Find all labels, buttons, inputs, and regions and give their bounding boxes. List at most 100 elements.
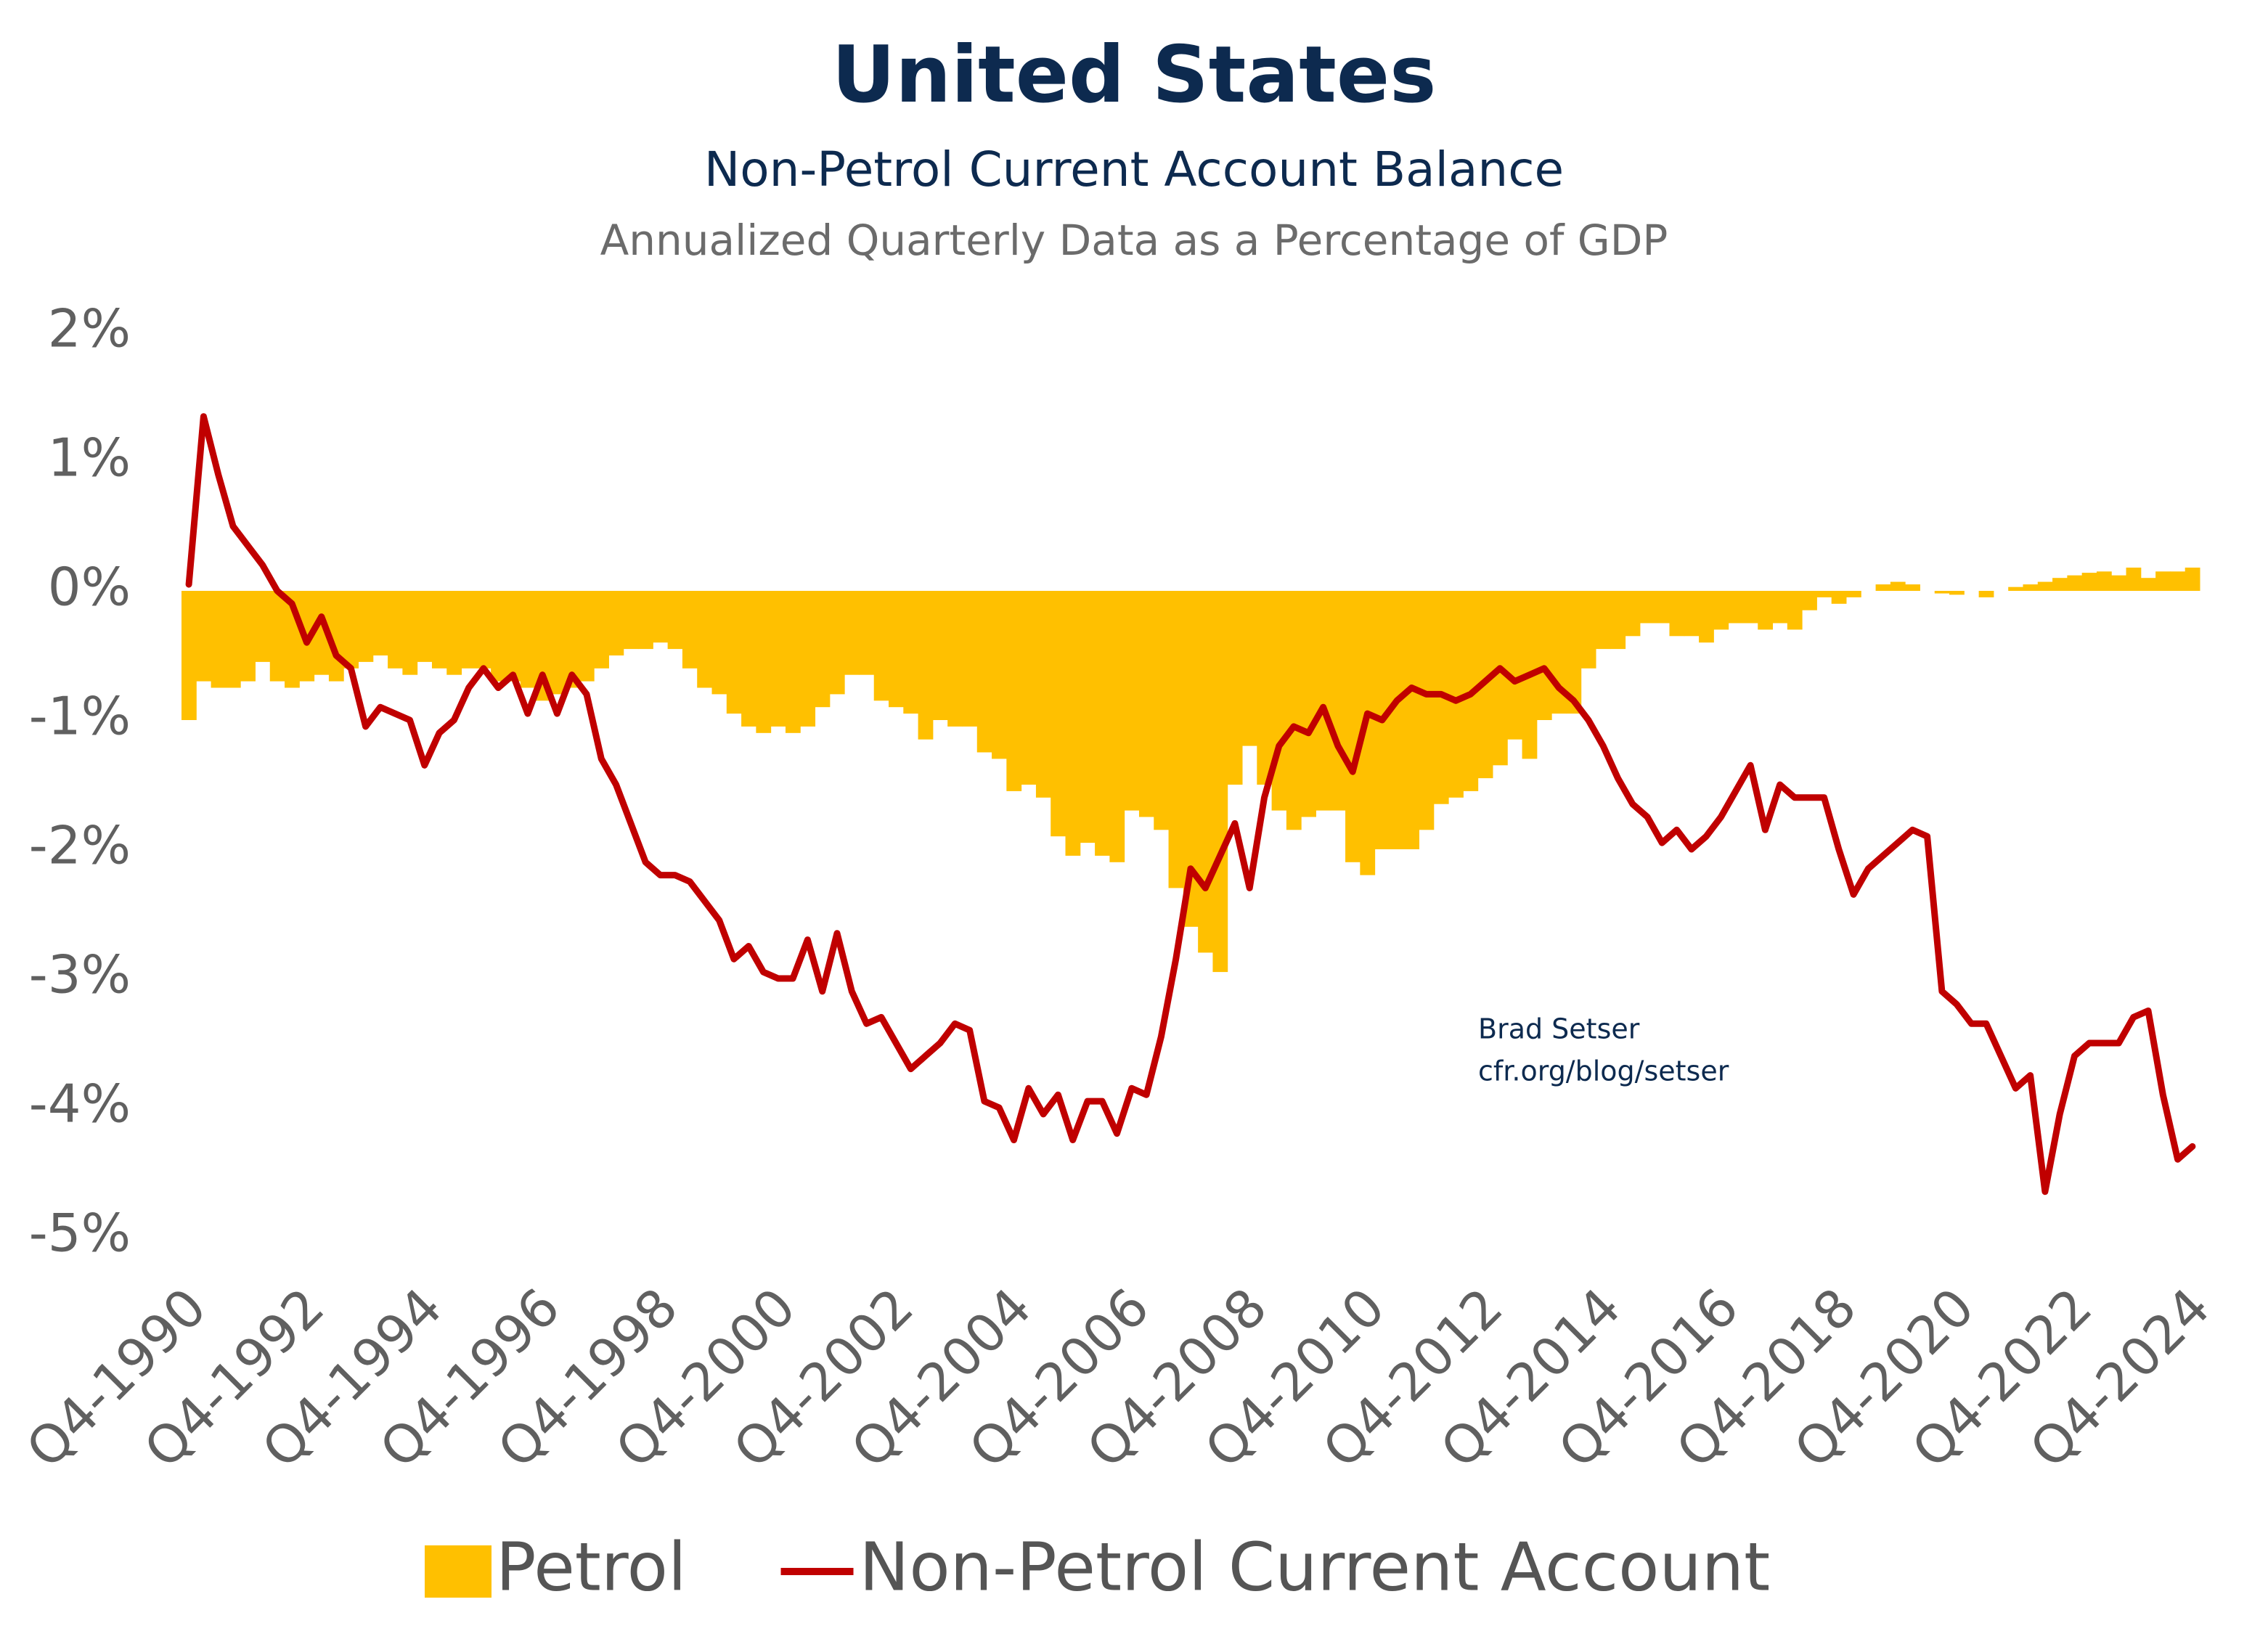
bar	[2023, 584, 2039, 591]
bar	[608, 591, 624, 655]
bar	[196, 591, 212, 682]
bar	[1065, 591, 1081, 856]
bar	[844, 591, 860, 675]
bar	[1006, 591, 1022, 791]
legend-label: Petrol	[496, 1528, 687, 1606]
bar	[550, 591, 566, 695]
bar	[932, 591, 948, 720]
bar	[1138, 591, 1154, 817]
bar	[1021, 591, 1037, 785]
bar	[1212, 591, 1228, 973]
bar	[785, 591, 801, 733]
bar	[992, 591, 1007, 759]
bar	[962, 591, 978, 727]
bar	[1051, 591, 1066, 837]
bar	[269, 591, 285, 682]
bar	[564, 591, 580, 688]
bar	[1758, 591, 1774, 630]
bar	[2185, 567, 2200, 591]
bar	[1507, 591, 1523, 740]
bar	[1389, 591, 1405, 849]
bar	[1772, 591, 1788, 624]
bar	[1875, 584, 1891, 591]
bar	[2126, 567, 2142, 591]
bar	[505, 591, 521, 682]
bar	[623, 591, 639, 650]
bar	[1934, 591, 1950, 594]
y-tick-label: 2%	[48, 298, 131, 359]
bar	[2081, 573, 2097, 591]
bar	[697, 591, 713, 688]
bar	[638, 591, 653, 650]
bar	[2170, 571, 2186, 591]
bar	[682, 591, 698, 669]
bar	[181, 591, 197, 720]
bar	[1728, 591, 1744, 624]
bar	[918, 591, 934, 740]
chart-subtitle: Annualized Quarterly Data as a Percentag…	[600, 216, 1668, 265]
bar	[1890, 581, 1906, 591]
bar	[1684, 591, 1700, 637]
bar	[520, 591, 536, 688]
bar	[343, 591, 359, 669]
chart-title: United States	[832, 30, 1437, 120]
bar	[711, 591, 727, 695]
bar	[1404, 591, 1420, 849]
bar	[446, 591, 462, 675]
bar	[859, 591, 875, 675]
bar	[2155, 571, 2171, 591]
y-tick-label: 0%	[48, 557, 131, 618]
bar	[1655, 591, 1670, 624]
bar	[976, 591, 992, 753]
y-tick-label: -1%	[29, 686, 131, 747]
bar	[2052, 578, 2068, 591]
bar	[255, 591, 271, 662]
bar	[1610, 591, 1626, 650]
bar	[1448, 591, 1464, 798]
bar	[1271, 591, 1287, 811]
bar	[1080, 591, 1096, 843]
bar	[815, 591, 831, 708]
bar	[535, 591, 550, 701]
y-tick-label: 1%	[48, 428, 131, 489]
bar	[1742, 591, 1758, 624]
bar	[491, 591, 506, 682]
bar	[476, 591, 491, 669]
bar	[2037, 581, 2053, 591]
bar	[579, 591, 595, 682]
y-tick-label: -3%	[29, 944, 131, 1005]
chart-subtitle: Non-Petrol Current Account Balance	[704, 142, 1564, 197]
annotation: Brad Setser	[1478, 1013, 1640, 1045]
bar	[1713, 591, 1729, 630]
bar	[1669, 591, 1685, 637]
bar	[1168, 591, 1184, 888]
bar	[388, 591, 403, 669]
bar	[1699, 591, 1714, 643]
bar	[240, 591, 256, 682]
bar	[1345, 591, 1361, 862]
bar	[1198, 591, 1213, 953]
bar	[1625, 591, 1641, 637]
bar	[1286, 591, 1302, 830]
bar	[1360, 591, 1376, 875]
bar	[800, 591, 816, 727]
bar	[1227, 591, 1243, 785]
bar	[314, 591, 330, 675]
bar	[1787, 591, 1803, 630]
bar	[1639, 591, 1655, 624]
bar	[1816, 591, 1832, 597]
y-tick-label: -5%	[29, 1203, 131, 1264]
bar	[1301, 591, 1316, 817]
bar	[1492, 591, 1508, 766]
bar	[2096, 571, 2112, 591]
bar	[431, 591, 447, 669]
bar	[741, 591, 756, 727]
bar	[1566, 591, 1582, 714]
bar	[1242, 591, 1257, 746]
bar	[2008, 587, 2023, 591]
bar	[1330, 591, 1346, 811]
bar	[2140, 578, 2156, 591]
bar	[947, 591, 963, 727]
bar	[1257, 591, 1273, 785]
